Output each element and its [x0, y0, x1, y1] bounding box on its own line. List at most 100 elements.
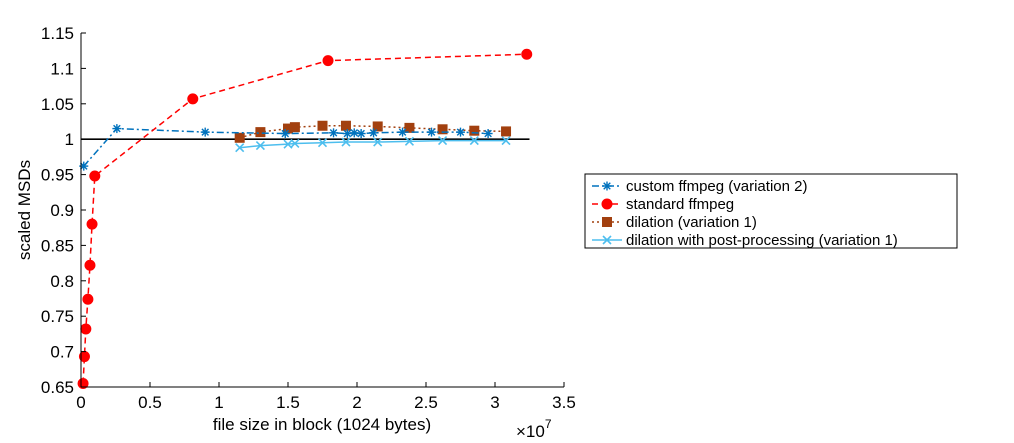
series-2-marker-0 — [234, 132, 245, 143]
x-tick-label-5: 2.5 — [414, 393, 438, 412]
y-tick-label-5: 0.9 — [50, 201, 74, 220]
series-3-marker-7 — [404, 136, 415, 146]
series-0-marker-8-stroke-d2 — [369, 129, 378, 137]
y-tick-label-6: 0.95 — [41, 166, 74, 185]
legend-swatch-marker-0 — [602, 181, 612, 191]
y-tick-label-9: 1.1 — [50, 59, 74, 78]
series-2-marker-3 — [289, 122, 300, 133]
series-0-marker-10 — [427, 127, 437, 137]
legend: custom ffmpeg (variation 2)standard ffmp… — [584, 173, 958, 249]
legend-swatch-marker-3-stroke-b — [602, 235, 612, 245]
legend-entry-2: dilation (variation 1) — [592, 214, 757, 231]
series-1-marker-5 — [86, 218, 98, 230]
x-tick-label-2: 1 — [214, 393, 223, 412]
series-0-marker-5 — [342, 129, 352, 139]
series-3-marker-9-stroke-b — [469, 136, 479, 146]
series-0-marker-2-stroke-d2 — [201, 128, 209, 136]
series-3-marker-10 — [501, 136, 511, 146]
legend-swatch-marker-1-shape — [601, 198, 613, 210]
x-tick-label-3: 1.5 — [276, 393, 300, 412]
series-2 — [234, 120, 512, 143]
y-tick-label-3: 0.8 — [50, 272, 74, 291]
series-2-marker-10-shape — [501, 126, 512, 137]
series-1-marker-9-shape — [521, 48, 533, 60]
series-2-marker-10 — [501, 126, 512, 137]
series-1-marker-7 — [187, 93, 199, 105]
series-3-marker-1 — [255, 141, 265, 151]
series-2-marker-4 — [317, 120, 328, 131]
series-3-marker-9 — [469, 136, 479, 146]
series-3-marker-2-stroke-b — [283, 139, 293, 149]
series-0-marker-11-stroke-d2 — [456, 128, 465, 136]
legend-label-3: dilation with post-processing (variation… — [626, 232, 898, 249]
series-3-marker-0 — [235, 143, 245, 153]
series-2-marker-6 — [372, 121, 383, 132]
series-2-marker-9 — [469, 125, 480, 136]
x-tick-label-1: 0.5 — [138, 393, 162, 412]
y-axis-label: scaled MSDs — [15, 160, 34, 260]
series-2-marker-4-shape — [317, 120, 328, 131]
series-3-marker-8-stroke-b — [437, 136, 448, 146]
legend-entry-1: standard ffmpeg — [592, 196, 734, 213]
series-0-marker-5-stroke-d2 — [343, 129, 352, 138]
legend-swatch-marker-2 — [602, 217, 612, 227]
series-0-marker-10-stroke-d2 — [427, 128, 436, 136]
series-1-marker-3 — [82, 293, 94, 305]
legend-swatch-marker-2-shape — [602, 217, 612, 227]
series-0-marker-3 — [280, 129, 290, 139]
series-0-marker-1 — [112, 124, 122, 134]
plot-area — [81, 33, 564, 387]
series-2-marker-9-shape — [469, 125, 480, 136]
series-0-marker-4-stroke-d2 — [329, 129, 338, 137]
series-0-marker-4 — [329, 128, 339, 138]
series-0-marker-9 — [398, 127, 408, 137]
series-3-marker-6 — [373, 137, 383, 147]
series-3-marker-8 — [437, 136, 448, 146]
series-3-marker-3 — [290, 138, 300, 149]
x-multiplier: ×107 — [516, 417, 552, 441]
series-0-marker-11 — [456, 127, 465, 137]
ticks-layer: 0 0.5 1 1.5 2 2.5 3 3.5 0.65 0.7 0.75 0.8 0.85 0.9 0.9… — [41, 24, 576, 412]
legend-entry-0: custom ffmpeg (variation 2) — [592, 178, 807, 195]
series-0-marker-12 — [483, 129, 493, 139]
series-0-marker-7-stroke-d2 — [357, 129, 365, 138]
y-tick-label-4: 0.85 — [41, 236, 74, 255]
series-1-marker-7-shape — [187, 93, 199, 105]
series-1-marker-4 — [84, 259, 96, 271]
series-2-marker-8 — [437, 124, 448, 135]
series-1-marker-2-shape — [80, 323, 92, 335]
series-0-marker-3-stroke-d2 — [281, 129, 290, 138]
series-1-marker-9 — [521, 48, 533, 60]
series-1-marker-4-shape — [84, 259, 96, 271]
x-multiplier-base: ×10 — [516, 422, 545, 441]
series-3-marker-3-stroke-b — [290, 138, 300, 149]
series-0-marker-6-stroke-d2 — [350, 129, 359, 137]
series-0-marker-0-stroke-d2 — [79, 162, 88, 170]
x-tick-label-7: 3.5 — [552, 393, 576, 412]
series-2-marker-1-shape — [255, 127, 266, 138]
x-tick-label-6: 3 — [490, 393, 499, 412]
x-tick-label-0: 0 — [76, 393, 85, 412]
y-tick-label-2: 0.75 — [41, 307, 74, 326]
legend-swatch-marker-1 — [601, 198, 613, 210]
x-tick-label-4: 2 — [352, 393, 361, 412]
series-1-marker-6-shape — [89, 170, 101, 182]
legend-label-2: dilation (variation 1) — [626, 214, 757, 231]
series-2-marker-5-shape — [340, 120, 351, 131]
legend-label-1: standard ffmpeg — [626, 196, 734, 213]
series-0-marker-2 — [200, 127, 210, 137]
legend-swatch-marker-3 — [602, 235, 612, 245]
series-2-marker-8-shape — [437, 124, 448, 135]
series-3-marker-5 — [341, 137, 351, 147]
series-1-marker-6 — [89, 170, 101, 182]
y-tick-label-10: 1.15 — [41, 24, 74, 43]
series-1-marker-5-shape — [86, 218, 98, 230]
series-0-marker-9-stroke-d2 — [398, 128, 407, 136]
series-3-marker-10-stroke-b — [501, 136, 511, 146]
series-2-marker-7-shape — [404, 122, 415, 133]
x-axis-label: file size in block (1024 bytes) — [213, 415, 431, 434]
series-2-marker-3-shape — [289, 122, 300, 133]
series-0-marker-6 — [349, 128, 359, 138]
series-0-marker-7 — [356, 129, 366, 139]
